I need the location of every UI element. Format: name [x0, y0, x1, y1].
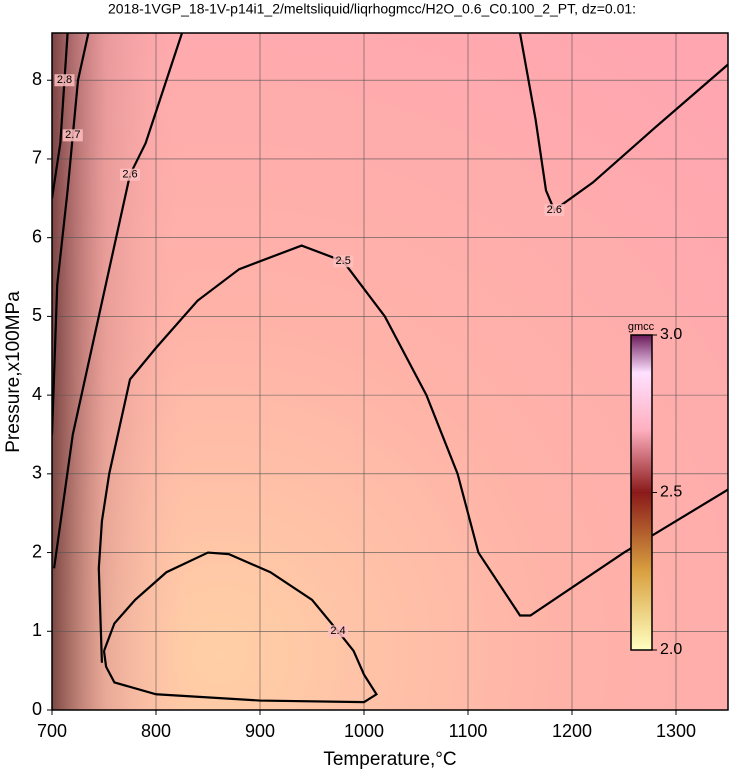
x-tick-label: 800 — [141, 721, 171, 741]
colorbar-tick-label: 2.5 — [660, 484, 682, 501]
y-tick-label: 6 — [32, 226, 42, 246]
colorbar-label: gmcc — [628, 321, 655, 333]
y-tick-label: 5 — [32, 305, 42, 325]
contour-label: 2.8 — [57, 74, 72, 86]
contour-label: 2.5 — [336, 255, 351, 267]
y-tick-label: 1 — [32, 620, 42, 640]
contour-line — [97, 244, 728, 663]
contour-label: 2.6 — [547, 204, 562, 216]
contour-label-bg — [333, 255, 354, 268]
plot-shade — [52, 33, 728, 710]
y-tick-label: 0 — [32, 699, 42, 719]
contour-label: 2.7 — [65, 129, 80, 141]
contour-label: 2.6 — [122, 169, 137, 181]
x-tick-label: 700 — [37, 721, 67, 741]
y-tick-label: 7 — [32, 148, 42, 168]
chart-title: 2018-1VGP_18-1V-p14i1_2/meltsliquid/liqr… — [108, 1, 636, 17]
y-tick-label: 3 — [32, 463, 42, 483]
plot-frame — [51, 32, 729, 711]
x-tick-label: 900 — [245, 721, 275, 741]
y-tick-label: 8 — [32, 69, 42, 89]
x-tick-label: 1100 — [449, 721, 488, 741]
y-tick-label: 4 — [32, 384, 42, 404]
contour-label-bg — [328, 625, 348, 638]
contour-label: 2.4 — [330, 625, 345, 637]
x-tick-label: 1200 — [552, 721, 592, 741]
x-tick-label: 1000 — [344, 721, 384, 741]
y-tick-label: 2 — [32, 541, 42, 561]
x-axis-label: Temperature,°C — [323, 749, 456, 770]
x-tick-label: 1300 — [656, 721, 696, 741]
contour-label-bg — [120, 168, 140, 181]
contour-line — [52, 33, 69, 199]
contour-line — [102, 551, 378, 704]
contour-line — [52, 33, 90, 435]
contour-label-bg — [54, 74, 75, 87]
colorbar — [630, 334, 653, 651]
contour-label-bg — [62, 129, 83, 142]
colorbar-tick-label: 2.0 — [660, 641, 682, 658]
y-axis-label: Pressure,x100MPa — [3, 291, 24, 453]
contour-label-bg — [544, 204, 565, 217]
colorbar-tick-label: 3.0 — [660, 326, 682, 343]
